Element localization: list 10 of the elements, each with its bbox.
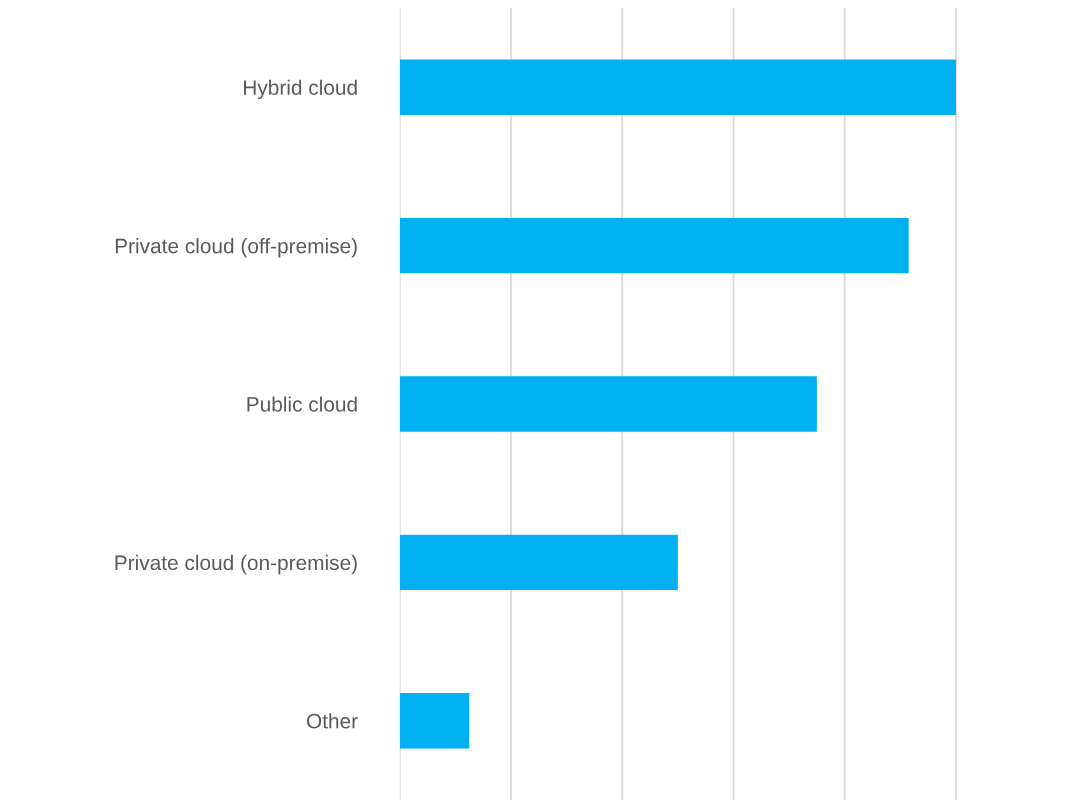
bar — [399, 217, 909, 274]
bar — [399, 59, 956, 115]
y-tick-label: Public cloud — [247, 396, 357, 412]
bar — [399, 693, 470, 749]
bar — [399, 376, 817, 432]
y-tick-label: Private cloud (off-premise) — [115, 238, 357, 258]
y-tick-label: Hybrid cloud — [244, 79, 357, 100]
y-tick-label: Other — [306, 713, 358, 729]
y-tick-label: Private cloud (on-premise) — [115, 554, 357, 575]
bar — [399, 534, 678, 591]
